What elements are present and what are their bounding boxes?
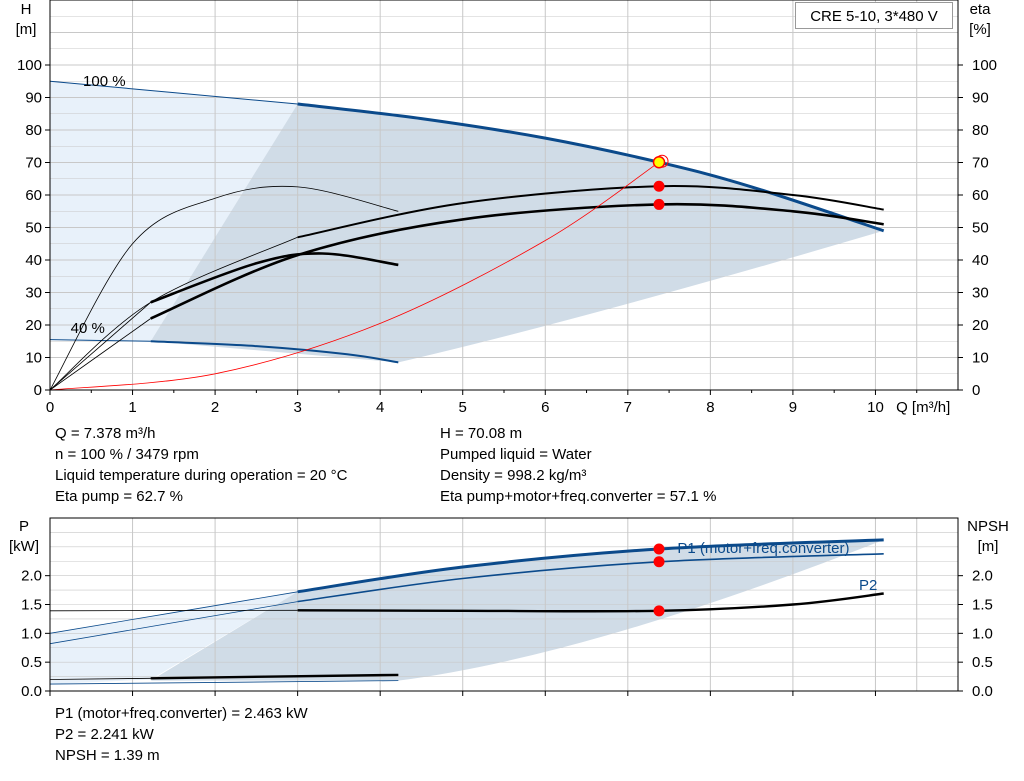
info-npsh: NPSH = 1.39 m: [55, 747, 160, 764]
p-tick-label: 2.0: [21, 568, 42, 585]
power-low-curve: [150, 673, 399, 680]
npsh-tick-label: 1.0: [972, 625, 993, 642]
info-liquid: Pumped liquid = Water: [440, 446, 592, 463]
head-curve-40-thin: [49, 339, 151, 342]
info-p2: P2 = 2.241 kW: [55, 726, 154, 743]
y-tick-label: 70: [25, 155, 42, 172]
x-axis-label: Q [m³/h]: [896, 399, 950, 416]
p-tick-label: 1.5: [21, 597, 42, 614]
operating-area: [150, 104, 884, 363]
y-tick-label: 40: [25, 252, 42, 269]
y2-tick-label: 40: [972, 252, 989, 269]
x-tick-label: 9: [789, 399, 797, 416]
y-tick-label: 10: [25, 350, 42, 367]
y-axis-label: H: [21, 1, 32, 18]
efficiency-curve-eta-total-thin: [49, 318, 151, 391]
p-axis-unit: [kW]: [9, 538, 39, 555]
info-temperature: Liquid temperature during operation = 20…: [55, 467, 348, 484]
y2-axis-label: eta: [970, 1, 992, 18]
efficiency-curve-eta-low-total-thin: [49, 301, 151, 391]
y2-tick-label: 80: [972, 122, 989, 139]
info-head: H = 70.08 m: [440, 425, 523, 442]
info-speed: n = 100 % / 3479 rpm: [55, 446, 199, 463]
x-tick-label: 5: [459, 399, 467, 416]
y2-axis-unit: [%]: [969, 21, 991, 38]
y2-tick-label: 50: [972, 220, 989, 237]
speed-label-40: 40 %: [71, 320, 105, 337]
y-tick-label: 80: [25, 122, 42, 139]
y-tick-label: 30: [25, 285, 42, 302]
p1-curve: [297, 538, 884, 594]
x-tick-label: 6: [541, 399, 549, 416]
p2-curve-thin: [49, 601, 298, 645]
p2-curve: [297, 553, 884, 603]
info-q: Q = 7.378 m³/h: [55, 425, 156, 442]
y-tick-label: 60: [25, 187, 42, 204]
y2-tick-label: 20: [972, 317, 989, 334]
p-tick-label: 1.0: [21, 625, 42, 642]
p1-series-label: P1 (motor+freq.converter): [677, 540, 849, 557]
speed-label-100: 100 %: [83, 73, 126, 90]
x-tick-label: 4: [376, 399, 384, 416]
y2-tick-label: 10: [972, 350, 989, 367]
duty-point-power: [653, 556, 665, 568]
y-tick-label: 20: [25, 317, 42, 334]
duty-point: [653, 198, 665, 210]
npsh-tick-label: 0.0: [972, 683, 993, 700]
p2-series-label: P2: [859, 577, 877, 594]
system-curve: [49, 160, 662, 391]
npsh-curve-thin: [49, 609, 298, 612]
npsh-tick-label: 1.5: [972, 597, 993, 614]
x-tick-label: 2: [211, 399, 219, 416]
npsh-tick-label: 0.5: [972, 654, 993, 671]
x-tick-label: 3: [293, 399, 301, 416]
efficiency-curve-eta-total: [150, 202, 884, 320]
y-axis-unit: [m]: [16, 21, 37, 38]
efficiency-curve-eta-low-pump-thin: [49, 185, 399, 391]
x-tick-label: 10: [867, 399, 884, 416]
y-tick-label: 0: [34, 382, 42, 399]
power-low-blue: [49, 680, 399, 685]
x-tick-label: 0: [46, 399, 54, 416]
y-tick-label: 90: [25, 90, 42, 107]
efficiency-curve-eta-low-total: [150, 252, 399, 304]
duty-point-power: [653, 543, 665, 555]
p-axis-label: P: [19, 518, 29, 535]
y2-tick-label: 70: [972, 155, 989, 172]
efficiency-curve-eta-pump: [297, 185, 884, 239]
info-density: Density = 998.2 kg/m³: [440, 467, 587, 484]
y-tick-label: 100: [17, 57, 42, 74]
npsh-curve: [297, 592, 884, 613]
head-curve-40: [150, 340, 399, 364]
p-tick-label: 0.0: [21, 683, 42, 700]
y2-tick-label: 90: [972, 90, 989, 107]
x-tick-label: 1: [128, 399, 136, 416]
info-eta-total: Eta pump+motor+freq.converter = 57.1 %: [440, 488, 717, 505]
y2-tick-label: 30: [972, 285, 989, 302]
x-tick-label: 8: [706, 399, 714, 416]
head-curve-100-thin: [49, 80, 298, 105]
low-flow-area-power: [50, 591, 298, 685]
x-tick-label: 7: [624, 399, 632, 416]
y2-tick-label: 60: [972, 187, 989, 204]
npsh-axis-label: NPSH: [967, 518, 1009, 535]
info-eta-pump: Eta pump = 62.7 %: [55, 488, 183, 505]
npsh-tick-label: 2.0: [972, 568, 993, 585]
info-p1: P1 (motor+freq.converter) = 2.463 kW: [55, 705, 308, 722]
y2-tick-label: 100: [972, 57, 997, 74]
duty-point-power: [653, 605, 665, 617]
duty-point-head: [652, 155, 666, 169]
npsh-axis-unit: [m]: [978, 538, 999, 555]
pump-model-label: CRE 5-10, 3*480 V: [795, 2, 953, 29]
duty-point: [653, 180, 665, 192]
p1-curve-thin: [49, 591, 298, 634]
p-tick-label: 0.5: [21, 654, 42, 671]
y2-tick-label: 0: [972, 382, 980, 399]
y-tick-label: 50: [25, 220, 42, 237]
